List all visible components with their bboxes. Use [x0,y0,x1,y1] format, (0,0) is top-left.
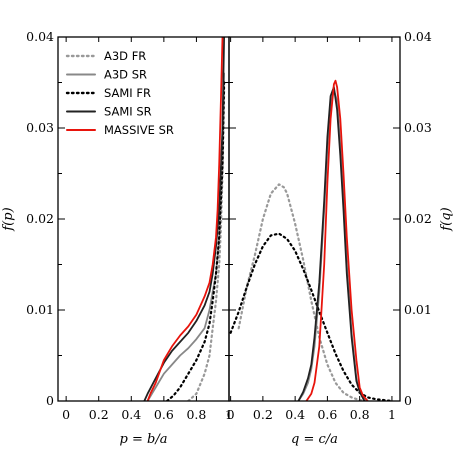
series-sami-fr-line-panel-1 [166,81,226,401]
axis-titles: 0 0 0.01 0.01 0.02 0.02 0.03 0.03 0.04 0.04 f(p) f(… [1,29,454,408]
x-tick-label-2-0-6: 0.6 [317,407,337,422]
x-tick-label-2-0: 0 [227,407,235,422]
x-tick-label-2-1: 1 [388,407,396,422]
y-tick-label-left-0-01: 0.01 [26,302,54,317]
x-tick-label-1-0: 0 [62,407,70,422]
y-tick-label-right-0-02: 0.02 [404,211,432,226]
y-axis-title-right: f(q) [439,207,454,231]
y-tick-label-left-0: 0 [46,393,54,408]
y-tick-label-left-0-03: 0.03 [26,120,54,135]
y-tick-label-left-0-04: 0.04 [26,29,54,44]
x-tick-label-1-0-4: 0.4 [121,407,141,422]
y-tick-label-right-0-03: 0.03 [404,120,432,135]
series-massive-sr-line-panel-2 [305,79,369,401]
series-a3d-fr-line-panel-2 [237,183,369,401]
x-tick-label-2-0-8: 0.8 [350,407,370,422]
right-panel-q: 0 0.2 0.4 0.6 0.8 1 q = c/a [227,36,401,447]
x-tick-label-1-0-2: 0.2 [89,407,109,422]
series-sami-sr-line-panel-1 [143,37,226,401]
x-tick-label-1-1: 1 [225,407,233,422]
y-tick-label-right-0-01: 0.01 [404,302,432,317]
x-tick-label-2-0-4: 0.4 [285,407,305,422]
y-tick-label-left-0-02: 0.02 [26,211,54,226]
series-sami-fr-line-panel-2 [229,232,393,401]
legend-label-massive-sr: MASSIVE SR [104,123,174,137]
x-axis-title-2: q = c/a [291,432,338,447]
legend-label-sami-fr: SAMI FR [104,86,151,100]
legend: A3D FR A3D SR SAMI FR SAMI SR MASSIVE SR [65,49,174,137]
legend-label-sami-sr: SAMI SR [104,105,152,119]
x-axis-title-1: p = b/a [120,432,168,447]
y-tick-label-right-0-04: 0.04 [404,29,432,44]
series-sami-sr-line-panel-2 [297,86,366,401]
y-tick-label-right-0: 0 [404,393,412,408]
x-tick-label-1-0-6: 0.6 [154,407,174,422]
x-tick-label-2-0-2: 0.2 [253,407,273,422]
series-a3d-sr-line-panel-2 [297,88,366,401]
x-tick-label-1-0-8: 0.8 [186,407,206,422]
series-massive-sr-line-panel-1 [146,37,224,401]
legend-label-a3d-fr: A3D FR [104,49,146,63]
legend-label-a3d-sr: A3D SR [104,68,147,82]
y-axis-title-left: f(p) [1,207,16,231]
